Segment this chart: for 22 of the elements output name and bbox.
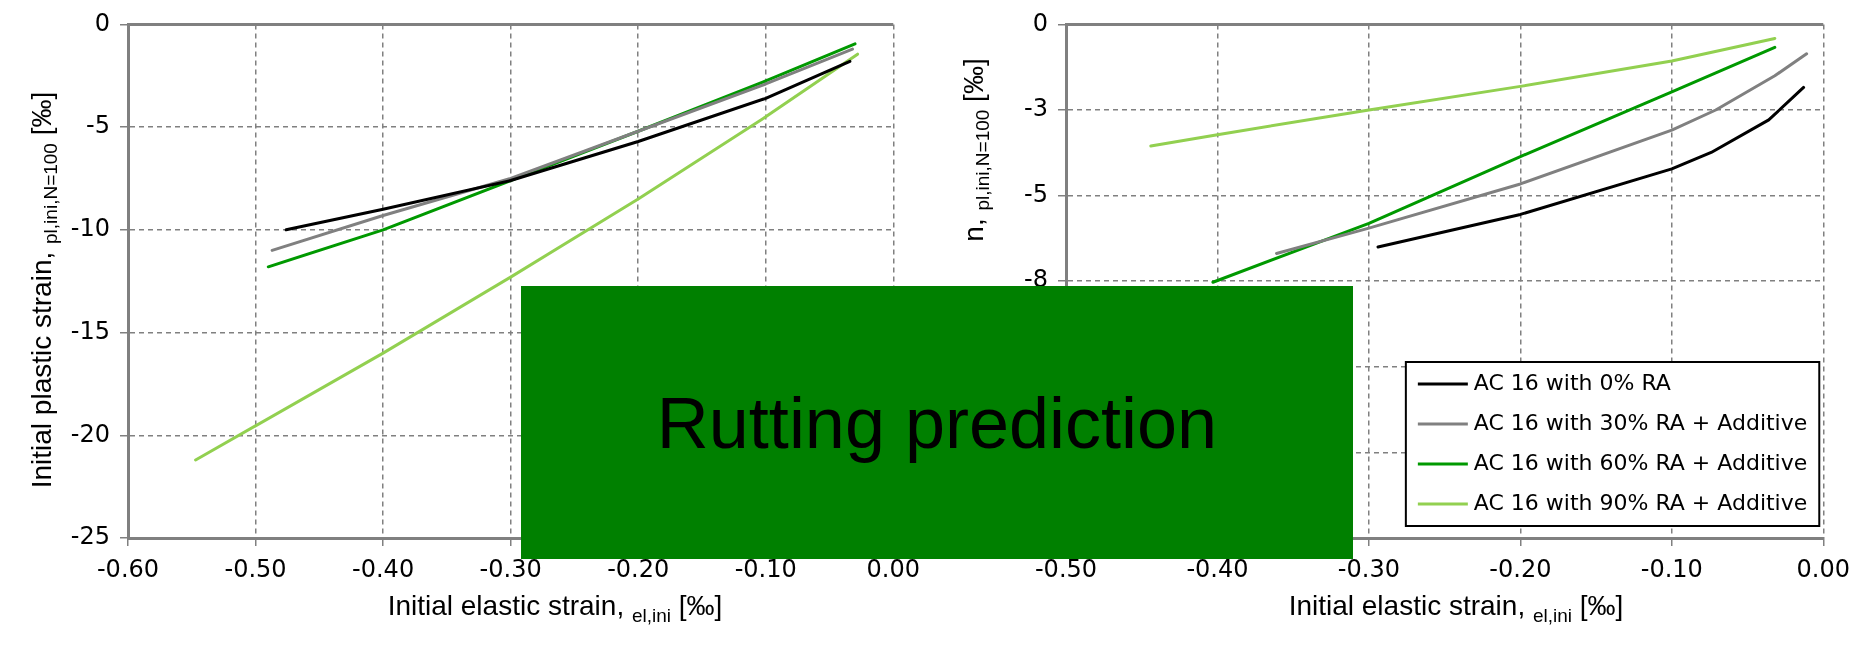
legend-label: AC 16 with 60% RA + Additive <box>1473 449 1808 475</box>
x-tick-label: -0.20 <box>1489 554 1552 583</box>
legend-label: AC 16 with 0% RA <box>1473 369 1671 395</box>
y-tick-label: -25 <box>70 522 110 551</box>
legend-label: AC 16 with 90% RA + Additive <box>1473 489 1808 515</box>
y-tick-label: 0 <box>94 8 110 37</box>
y-tick-label: -15 <box>70 316 110 345</box>
x-tick-label: 0.00 <box>1796 554 1850 583</box>
x-tick-label: -0.40 <box>352 554 415 583</box>
x-axis-title: Initial elastic strain, $_{el,ini}$ [‰] <box>1288 590 1624 627</box>
x-axis-title: Initial elastic strain, $_{el,ini}$ [‰] <box>387 590 723 627</box>
y-tick-label: -5 <box>86 111 110 140</box>
y-tick-label: -10 <box>70 214 110 243</box>
y-tick-label: 0 <box>1032 8 1048 37</box>
y-tick-label: -3 <box>1024 94 1048 123</box>
y-tick-label: -5 <box>1024 179 1048 208</box>
label-box: Rutting prediction <box>521 286 1353 559</box>
x-tick-label: -0.10 <box>1640 554 1703 583</box>
y-tick-label: -20 <box>70 419 110 448</box>
legend-label: AC 16 with 30% RA + Additive <box>1473 409 1808 435</box>
x-tick-label: -0.60 <box>96 554 160 583</box>
x-tick-label: -0.50 <box>224 554 287 583</box>
